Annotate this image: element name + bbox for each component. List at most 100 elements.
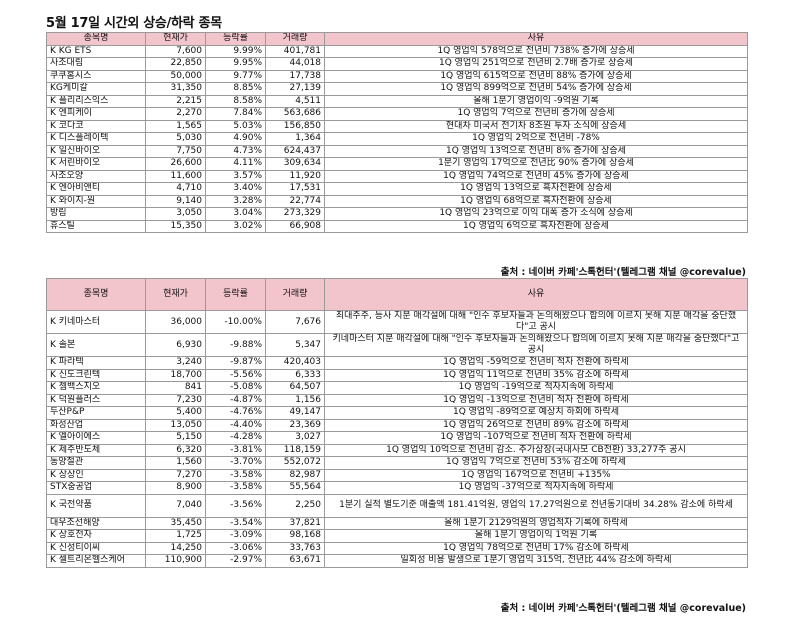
volume-cell: 55,564 — [265, 481, 325, 495]
volume-cell: 7,676 — [265, 310, 325, 334]
price-cell: 9,140 — [145, 194, 206, 208]
stock-name-cell: K 제주반도체 — [46, 443, 146, 457]
change-rate-cell: -3.58% — [205, 468, 266, 482]
volume-cell: 6,333 — [265, 368, 325, 382]
header-name: 종목명 — [46, 32, 146, 46]
stock-name-cell: K 일신바이오 — [46, 144, 146, 158]
header-name: 종목명 — [46, 278, 146, 311]
volume-cell: 624,437 — [265, 144, 325, 158]
header-volume: 거래량 — [265, 278, 325, 311]
header-rate: 등락률 — [205, 32, 266, 46]
table-row: K 플리리스익스 2,215 8.58% 4,511 올해 1분기 영업이익 -9억원 … — [46, 94, 748, 108]
change-rate-cell: 3.02% — [205, 219, 266, 233]
price-cell: 110,900 — [145, 554, 206, 568]
volume-cell: 98,168 — [265, 529, 325, 543]
header-price: 현재가 — [145, 278, 206, 311]
price-cell: 7,270 — [145, 468, 206, 482]
table-row: K 셀트리온헬스케어 110,900 -2.97% 63,671 일회성 비용 발생으로… — [46, 554, 748, 568]
stock-name-cell: 대우조선해양 — [46, 516, 146, 530]
change-rate-cell: -3.81% — [205, 443, 266, 457]
price-cell: 36,000 — [145, 310, 206, 334]
volume-cell: 420,403 — [265, 356, 325, 370]
volume-cell: 44,018 — [265, 57, 325, 71]
change-rate-cell: 7.84% — [205, 107, 266, 121]
stock-name-cell: K 디스플레이텍 — [46, 132, 146, 146]
table-row: 대우조선해양 35,450 -3.54% 37,821 올해 1분기 2129억원의 영… — [46, 516, 748, 530]
header-reason: 사유 — [324, 32, 748, 46]
change-rate-cell: -5.08% — [205, 381, 266, 395]
volume-cell: 17,738 — [265, 69, 325, 83]
change-rate-cell: -4.40% — [205, 418, 266, 432]
volume-cell: 49,147 — [265, 406, 325, 420]
table-row: K 엔피케이 2,270 7.84% 563,686 1Q 영업익 7억으로 전년비 증… — [46, 107, 748, 121]
volume-cell: 4,511 — [265, 94, 325, 108]
table-row: K 상상인 7,270 -3.58% 82,987 1Q 영업익 167억으로 전년비 … — [46, 468, 748, 482]
stock-name-cell: KG케미칼 — [46, 82, 146, 96]
change-rate-cell: -4.87% — [205, 393, 266, 407]
stock-name-cell: 방림 — [46, 207, 146, 221]
change-rate-cell: 3.57% — [205, 169, 266, 183]
reason-cell: 올해 1분기 영업이익 1억원 기록 — [324, 529, 748, 543]
reason-cell: 올해 1분기 2129억원의 영업적자 기록에 하락세 — [324, 516, 748, 530]
reason-cell: 1분기 영업익 17억으로 전년比 90% 증가에 상승세 — [324, 157, 748, 171]
change-rate-cell: 3.40% — [205, 182, 266, 196]
price-cell: 3,240 — [145, 356, 206, 370]
price-cell: 7,600 — [145, 44, 206, 58]
table-row: K 신도크린텍 18,700 -5.56% 6,333 1Q 영업익 11억으로 전년비… — [46, 368, 748, 382]
price-cell: 7,750 — [145, 144, 206, 158]
change-rate-cell: 8.58% — [205, 94, 266, 108]
volume-cell: 11,920 — [265, 169, 325, 183]
stock-name-cell: K 셀트리온헬스케어 — [46, 554, 146, 568]
volume-cell: 66,908 — [265, 219, 325, 233]
change-rate-cell: 4.73% — [205, 144, 266, 158]
fall-source-note: 출처 : 네이버 카페'스톡헌터'(텔레그램 채널 @corevalue) — [500, 603, 746, 614]
fall-header-row: 종목명 현재가 등락률 거래량 사유 — [46, 278, 748, 311]
header-price: 현재가 — [145, 32, 206, 46]
volume-cell: 552,072 — [265, 456, 325, 470]
reason-cell: 1Q 영업익 2억으로 전년비 -78% — [324, 132, 748, 146]
change-rate-cell: -4.76% — [205, 406, 266, 420]
volume-cell: 64,507 — [265, 381, 325, 395]
price-cell: 35,450 — [145, 516, 206, 530]
stock-name-cell: 동양철관 — [46, 456, 146, 470]
rise-header-row: 종목명 현재가 등락률 거래량 사유 — [46, 32, 748, 46]
volume-cell: 23,369 — [265, 418, 325, 432]
header-reason: 사유 — [324, 278, 748, 311]
stock-name-cell: 화성산업 — [46, 418, 146, 432]
reason-cell: 1Q 영업익 23억으로 이익 대폭 증가 소식에 상승세 — [324, 207, 748, 221]
price-cell: 6,930 — [145, 333, 206, 357]
price-cell: 15,350 — [145, 219, 206, 233]
change-rate-cell: -9.88% — [205, 333, 266, 357]
change-rate-cell: 9.99% — [205, 44, 266, 58]
reason-cell: 1Q 영업익 7억으로 전년비 53% 감소에 하락세 — [324, 456, 748, 470]
volume-cell: 309,634 — [265, 157, 325, 171]
reason-cell: 올해 1분기 영업이익 -9억원 기록 — [324, 94, 748, 108]
reason-cell: 1Q 영업익 78억으로 전년비 17% 감소에 하락세 — [324, 541, 748, 555]
price-cell: 31,350 — [145, 82, 206, 96]
table-row: K 와이지-원 9,140 3.28% 22,774 1Q 영업익 68억으로 흑자전환… — [46, 194, 748, 208]
price-cell: 5,150 — [145, 431, 206, 445]
reason-cell: 1Q 영업익 -107억으로 전년비 적자 전환에 하락세 — [324, 431, 748, 445]
price-cell: 1,725 — [145, 529, 206, 543]
reason-cell: 1Q 영업익 26억으로 전년비 89% 감소에 하락세 — [324, 418, 748, 432]
volume-cell: 2,250 — [265, 493, 325, 518]
price-cell: 14,250 — [145, 541, 206, 555]
change-rate-cell: -3.06% — [205, 541, 266, 555]
stock-name-cell: K 엘아이에스 — [46, 431, 146, 445]
volume-cell: 156,850 — [265, 119, 325, 133]
stock-name-cell: K 신성티이씨 — [46, 541, 146, 555]
reason-cell: 1Q 영업익 251억으로 전년비 2.7배 증가로 상승세 — [324, 57, 748, 71]
volume-cell: 401,781 — [265, 44, 325, 58]
reason-cell: 현대차 미국서 전기차 8조원 투자 소식에 상승세 — [324, 119, 748, 133]
reason-cell: 1Q 영업익 10억으로 전년비 감소. 추가상장(국내사모 CB전환) 33,… — [324, 443, 748, 457]
stock-name-cell: K 신도크린텍 — [46, 368, 146, 382]
header-rate: 등락률 — [205, 278, 266, 311]
price-cell: 5,400 — [145, 406, 206, 420]
table-row: 휴스틸 15,350 3.02% 66,908 1Q 영업익 6억으로 흑자전환에 상승… — [46, 219, 748, 233]
change-rate-cell: -2.97% — [205, 554, 266, 568]
change-rate-cell: -5.56% — [205, 368, 266, 382]
stock-name-cell: K 솔본 — [46, 333, 146, 357]
reason-cell: 키네마스터 지분 매각설에 대해 "인수 후보자들과 논의해왔으나 합의에 이르… — [324, 333, 748, 357]
volume-cell: 22,774 — [265, 194, 325, 208]
page-title: 5월 17일 시간외 상승/하락 종목 — [46, 16, 222, 31]
